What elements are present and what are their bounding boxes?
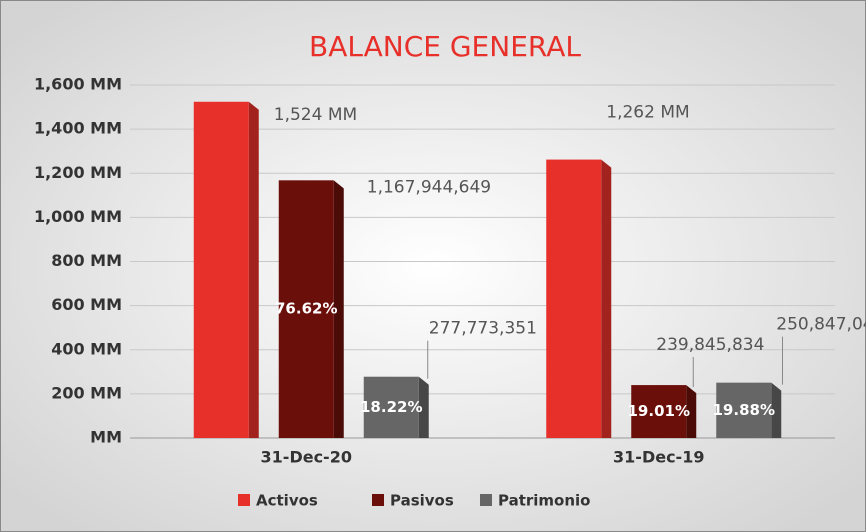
percent-label: 19.01% <box>628 402 690 420</box>
legend-swatch <box>238 494 250 506</box>
y-tick-label: 200 MM <box>51 383 122 402</box>
legend-swatch <box>480 494 492 506</box>
value-label: 1,524 MM <box>274 105 357 125</box>
y-tick-label: 800 MM <box>51 251 122 270</box>
bar-side <box>771 382 782 438</box>
value-label: 1,262 MM <box>606 103 689 123</box>
bar <box>716 382 772 438</box>
y-tick-label: 1,400 MM <box>34 119 122 138</box>
y-tick-label: 1,600 MM <box>34 75 122 94</box>
bar <box>546 159 602 439</box>
bar <box>278 180 334 438</box>
value-label: 1,167,944,649 <box>367 177 491 197</box>
y-tick-label: 1,000 MM <box>34 207 122 226</box>
y-tick-label: 1,200 MM <box>34 163 122 182</box>
y-tick-label: MM <box>90 428 122 447</box>
chart-title: BALANCE GENERAL <box>309 30 581 63</box>
bar-side <box>601 159 612 439</box>
bar-side <box>686 385 697 438</box>
legend-label: Activos <box>256 492 318 510</box>
bar <box>631 385 687 438</box>
percent-label: 19.88% <box>713 401 775 419</box>
bar-side <box>418 376 429 438</box>
bar <box>363 376 419 438</box>
legend-swatch <box>372 494 384 506</box>
x-tick-label: 31-Dec-20 <box>261 448 352 467</box>
value-label: 277,773,351 <box>429 319 537 339</box>
bar-side <box>333 180 344 438</box>
legend-label: Pasivos <box>390 492 454 510</box>
value-label: 239,845,834 <box>656 335 764 355</box>
y-tick-label: 600 MM <box>51 295 122 314</box>
percent-label: 18.22% <box>360 398 422 416</box>
bar-side <box>248 101 259 438</box>
x-tick-label: 31-Dec-19 <box>613 448 704 467</box>
bar <box>193 101 249 438</box>
value-label: 250,847,043 <box>776 315 866 335</box>
percent-label: 76.62% <box>275 300 337 318</box>
legend-label: Patrimonio <box>498 492 590 510</box>
y-tick-label: 400 MM <box>51 339 122 358</box>
